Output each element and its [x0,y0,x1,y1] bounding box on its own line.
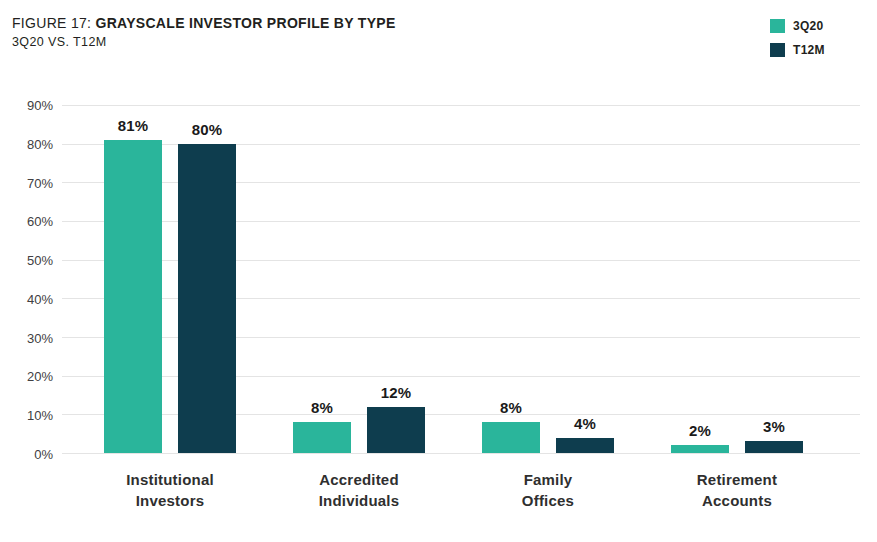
bar-with-label: 4% [556,105,614,453]
legend-label: 3Q20 [793,19,824,33]
category-label-line2: Accounts [652,491,822,512]
y-axis-tick-label: 30% [27,330,53,345]
category-label-line2: Investors [85,491,255,512]
bar-groups: 81%80%InstitutionalInvestors8%12%Accredi… [62,105,860,453]
category-label: InstitutionalInvestors [85,470,255,511]
legend-item: 3Q20 [770,19,825,33]
bar-group: 8%12%AccreditedIndividuals [293,105,425,453]
bar-value-label: 3% [763,418,785,435]
y-axis-tick-label: 90% [27,98,53,113]
legend-label: T12M [793,43,825,57]
bar-with-label: 8% [293,105,351,453]
bar-3q20 [671,445,729,453]
legend-swatch-t12m [770,43,785,57]
chart-subtitle: 3Q20 VS. T12M [12,35,396,49]
bar-with-label: 81% [104,105,162,453]
category-label: FamilyOffices [463,470,633,511]
figure-label: FIGURE 17: [12,15,91,31]
category-label-line1: Retirement [652,470,822,491]
category-label-line2: Individuals [274,491,444,512]
chart-title-text: GRAYSCALE INVESTOR PROFILE BY TYPE [95,15,395,31]
category-label-line1: Institutional [85,470,255,491]
plot-area: 90%80%70%60%50%40%30%20%10%0% 81%80%Inst… [62,105,860,453]
chart-title: FIGURE 17: GRAYSCALE INVESTOR PROFILE BY… [12,15,396,31]
y-axis-tick-label: 0% [34,447,53,462]
bar-group: 8%4%FamilyOffices [482,105,614,453]
bar-with-label: 8% [482,105,540,453]
bar-group: 81%80%InstitutionalInvestors [104,105,236,453]
y-axis-tick-label: 70% [27,175,53,190]
legend: 3Q20 T12M [770,19,825,57]
category-label-line1: Accredited [274,470,444,491]
y-axis-tick-label: 80% [27,136,53,151]
bar-t12m [367,407,425,453]
bar-value-label: 80% [192,121,223,138]
bar-value-label: 12% [381,384,412,401]
bar-with-label: 80% [178,105,236,453]
bar-t12m [556,438,614,453]
bar-value-label: 2% [689,422,711,439]
bar-with-label: 12% [367,105,425,453]
figure-canvas: FIGURE 17: GRAYSCALE INVESTOR PROFILE BY… [0,0,877,542]
category-label-line2: Offices [463,491,633,512]
category-label: AccreditedIndividuals [274,470,444,511]
bar-3q20 [104,140,162,453]
category-label: RetirementAccounts [652,470,822,511]
y-axis-tick-label: 10% [27,408,53,423]
y-axis-tick-label: 60% [27,214,53,229]
bar-value-label: 8% [311,399,333,416]
bar-3q20 [482,422,540,453]
bar-group: 2%3%RetirementAccounts [671,105,803,453]
bar-value-label: 4% [574,415,596,432]
category-label-line1: Family [463,470,633,491]
chart-header: FIGURE 17: GRAYSCALE INVESTOR PROFILE BY… [12,15,396,49]
y-axis-tick-label: 40% [27,291,53,306]
bar-t12m [745,441,803,453]
gridline: 0% [62,453,860,454]
bar-t12m [178,144,236,453]
bar-with-label: 3% [745,105,803,453]
y-axis-tick-label: 50% [27,253,53,268]
legend-item: T12M [770,43,825,57]
bar-3q20 [293,422,351,453]
y-axis-tick-label: 20% [27,369,53,384]
bar-value-label: 81% [118,117,149,134]
bar-value-label: 8% [500,399,522,416]
legend-swatch-3q20 [770,19,785,33]
bar-with-label: 2% [671,105,729,453]
